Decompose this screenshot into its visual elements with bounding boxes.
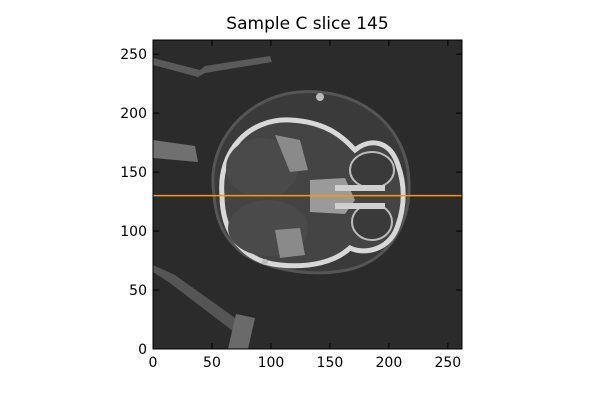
- x-axis: 0 50 100 150 200 250: [149, 40, 461, 371]
- axes-frame: [152, 39, 463, 350]
- y-tick-label: 250: [120, 47, 147, 63]
- x-tick-label: 100: [258, 355, 285, 371]
- x-tick-label: 0: [149, 355, 158, 371]
- x-tick-label: 150: [317, 355, 344, 371]
- y-axis: 0 50 100 150 200 250: [120, 47, 462, 358]
- y-tick-label: 50: [129, 283, 147, 299]
- y-tick-label: 200: [120, 106, 147, 122]
- plot-title: Sample C slice 145: [226, 14, 389, 34]
- y-tick-label: 100: [120, 224, 147, 240]
- x-tick-label: 200: [376, 355, 403, 371]
- x-tick-label: 250: [434, 355, 461, 371]
- x-tick-label: 50: [203, 355, 221, 371]
- y-tick-label: 150: [120, 165, 147, 181]
- y-tick-label: 0: [138, 342, 147, 358]
- ct-image: [153, 40, 462, 349]
